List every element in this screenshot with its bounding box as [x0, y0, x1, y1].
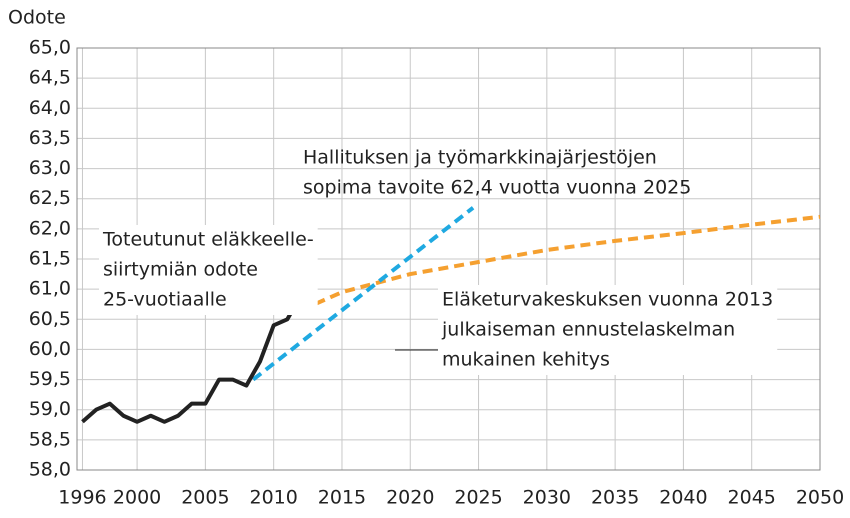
- y-tick-label: 62,5: [29, 187, 71, 209]
- x-tick-label: 2000: [113, 487, 161, 509]
- annotation: 25-vuotiaalle: [103, 289, 227, 311]
- x-tick-label: 2035: [591, 487, 639, 509]
- y-tick-label: 62,0: [29, 217, 71, 239]
- annotation: sopima tavoite 62,4 vuotta vuonna 2025: [303, 177, 691, 199]
- y-tick-label: 61,0: [29, 278, 71, 300]
- y-tick-label: 64,5: [29, 67, 71, 89]
- y-tick-label: 60,0: [29, 338, 71, 360]
- y-tick-label: 58,0: [29, 459, 71, 481]
- y-tick-label: 59,5: [29, 368, 71, 390]
- y-tick-label: 58,5: [29, 428, 71, 450]
- x-tick-label: 2030: [523, 487, 571, 509]
- y-tick-label: 61,5: [29, 248, 71, 270]
- y-tick-label: 60,5: [29, 308, 71, 330]
- plot-frame: [76, 47, 821, 471]
- x-tick-label: 2020: [386, 487, 434, 509]
- x-tick-label: 2010: [249, 487, 297, 509]
- y-axis-label: Odote: [8, 7, 66, 29]
- annotation-box: [99, 225, 318, 315]
- y-tick-label: 63,0: [29, 157, 71, 179]
- annotation: Toteutunut eläkkeelle-: [102, 229, 314, 251]
- y-tick-label: 63,5: [29, 127, 71, 149]
- annotation: julkaiseman ennustelaskelman: [441, 319, 735, 341]
- series-line: [251, 206, 475, 382]
- y-tick-label: 64,0: [29, 97, 71, 119]
- x-tick-label: 2050: [796, 487, 844, 509]
- annotation: Eläketurvakeskuksen vuonna 2013: [442, 289, 773, 311]
- x-tick-label: 2025: [454, 487, 502, 509]
- x-tick-label: 2015: [318, 487, 366, 509]
- x-tick-label: 2040: [659, 487, 707, 509]
- y-tick-label: 65,0: [29, 37, 71, 59]
- x-tick-label: 1996: [58, 487, 106, 509]
- annotation: siirtymiän odote: [103, 259, 258, 281]
- annotation: mukainen kehitys: [442, 349, 610, 371]
- annotation: Hallituksen ja työmarkkinajärjestöjen: [303, 147, 657, 169]
- x-tick-label: 2005: [181, 487, 229, 509]
- y-tick-label: 59,0: [29, 398, 71, 420]
- series-line: [81, 293, 315, 424]
- annotation-box: [438, 285, 778, 375]
- x-tick-label: 2045: [728, 487, 776, 509]
